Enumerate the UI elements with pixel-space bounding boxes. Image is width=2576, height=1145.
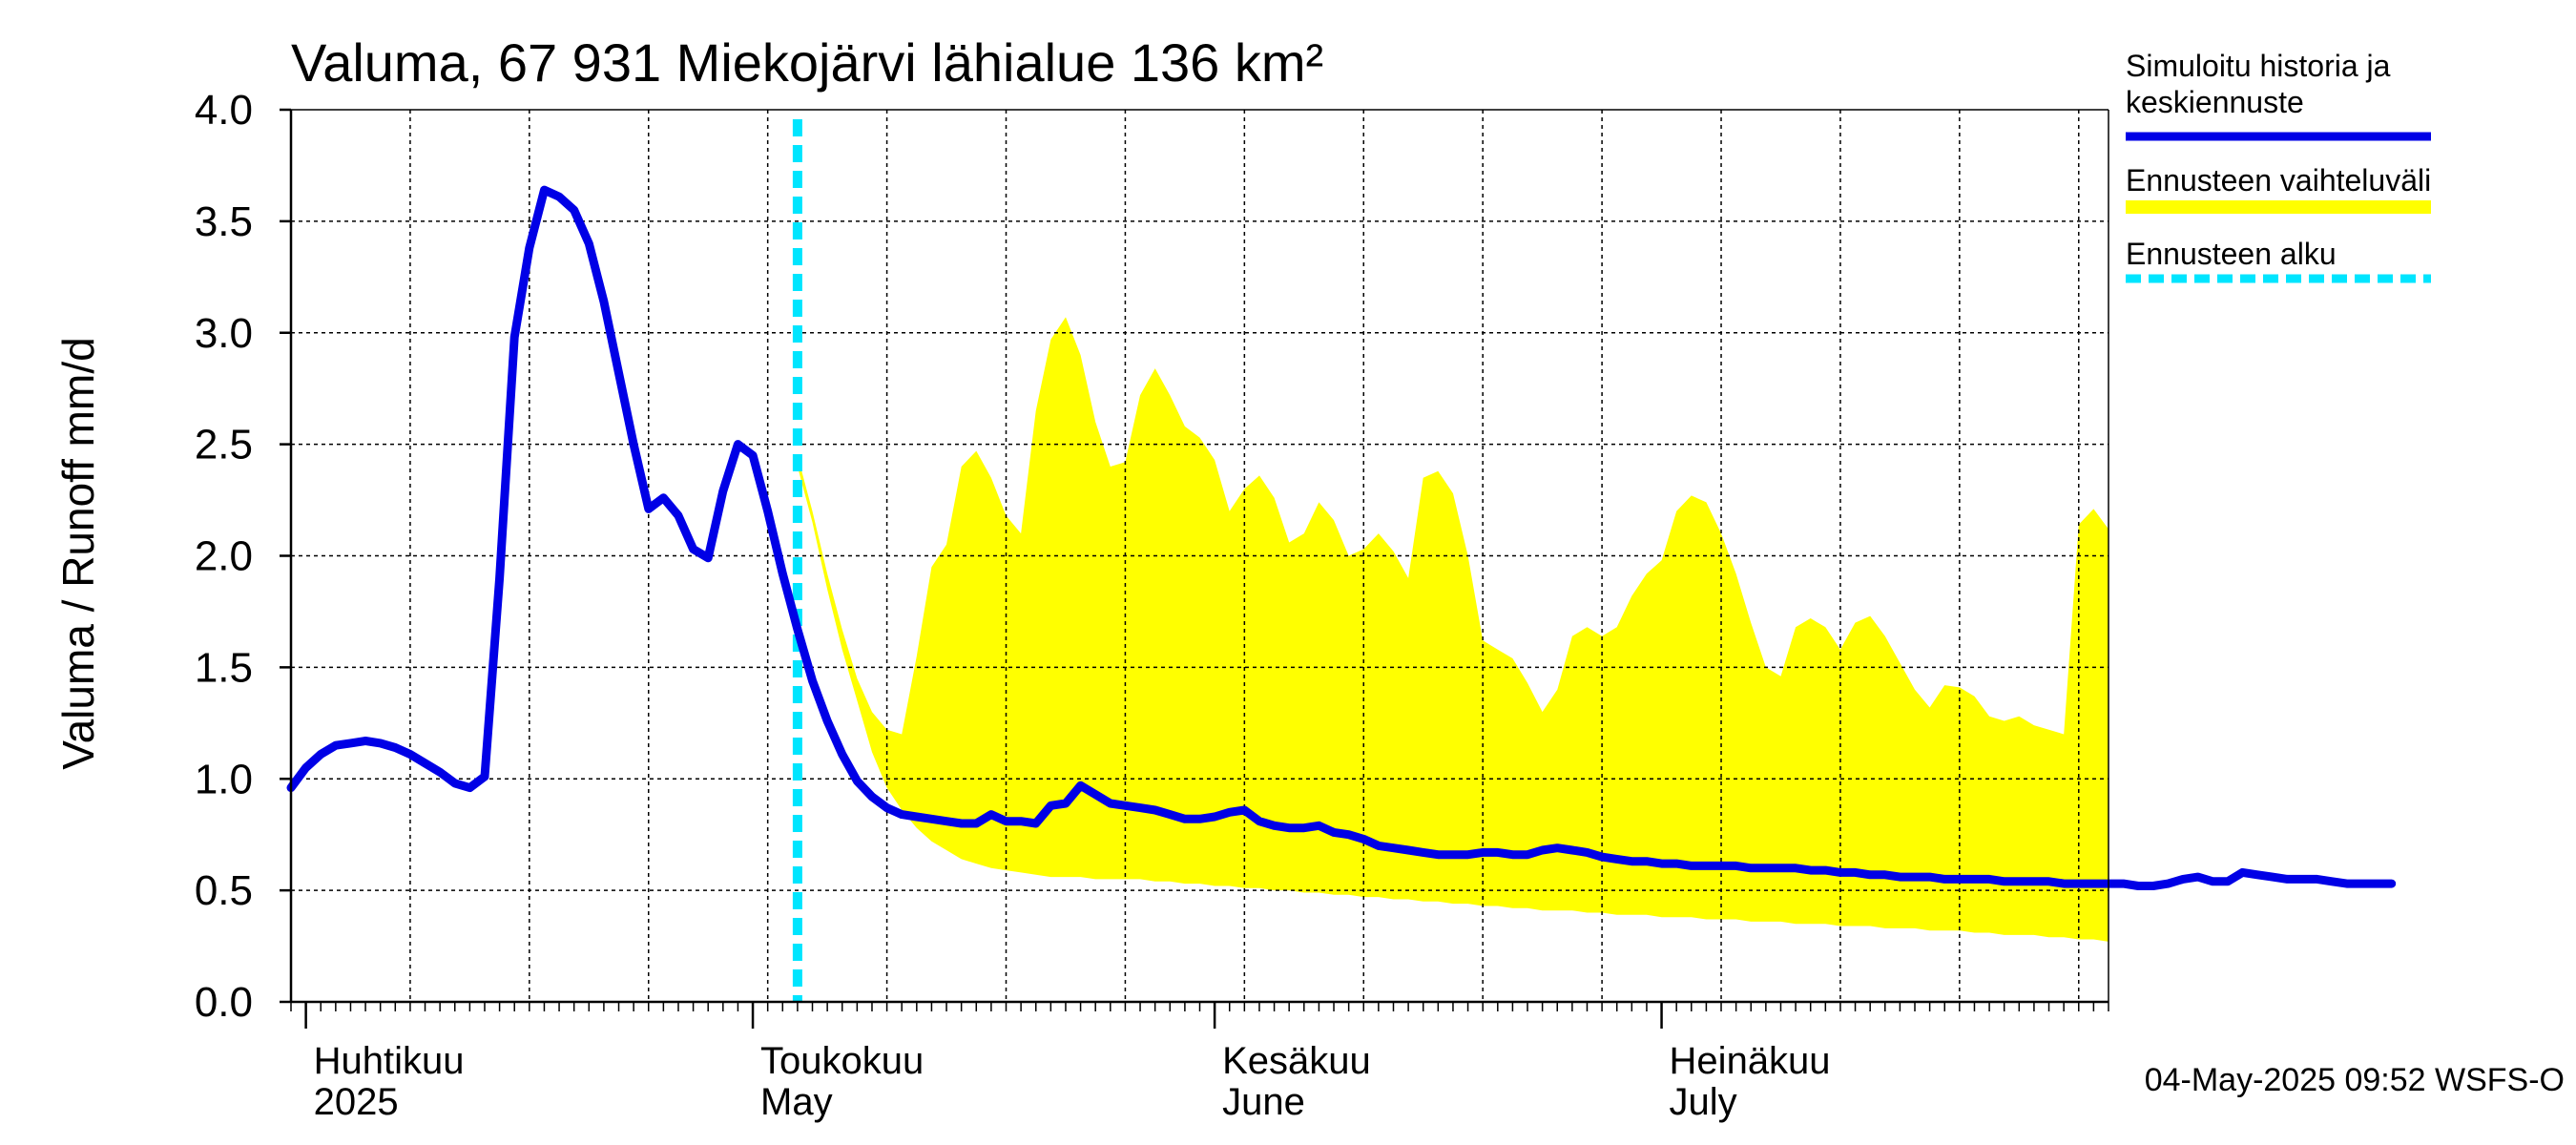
y-tick-label: 1.5 [195, 644, 253, 691]
legend-label: keskiennuste [2126, 85, 2304, 119]
y-tick-label: 3.0 [195, 310, 253, 357]
y-tick-label: 3.5 [195, 198, 253, 245]
forecast-range-area [797, 317, 2109, 942]
forecast-range-band [797, 317, 2109, 942]
legend-label: Simuloitu historia ja [2126, 49, 2391, 83]
x-month-sublabel: July [1670, 1081, 1737, 1123]
footer-timestamp: 04-May-2025 09:52 WSFS-O [2145, 1062, 2565, 1098]
legend-label: Ennusteen vaihteluväli [2126, 163, 2431, 198]
y-tick-label: 2.0 [195, 533, 253, 580]
x-month-sublabel: June [1222, 1081, 1305, 1123]
x-month-label: Kesäkuu [1222, 1040, 1371, 1082]
chart-title: Valuma, 67 931 Miekojärvi lähialue 136 k… [291, 32, 1323, 93]
grid [291, 110, 2109, 1002]
y-tick-label: 0.5 [195, 867, 253, 914]
x-month-sublabel: May [760, 1081, 833, 1123]
x-month-label: Toukokuu [760, 1040, 924, 1082]
series-line [286, 185, 2397, 890]
y-tick-label: 1.0 [195, 756, 253, 802]
x-month-sublabel: 2025 [314, 1081, 399, 1123]
series-layer [286, 119, 2397, 1002]
x-month-label: Huhtikuu [314, 1040, 465, 1082]
legend-label: Ennusteen alku [2126, 237, 2337, 271]
y-tick-label: 4.0 [195, 87, 253, 134]
x-month-label: Heinäkuu [1670, 1040, 1831, 1082]
y-tick-label: 2.5 [195, 422, 253, 468]
y-tick-label: 0.0 [195, 979, 253, 1026]
y-axis-label: Valuma / Runoff mm/d [53, 337, 103, 769]
